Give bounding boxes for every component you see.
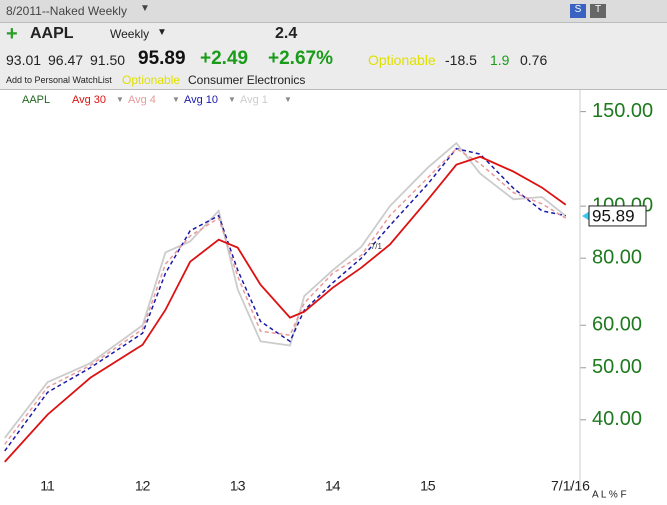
change: +2.49 bbox=[200, 48, 249, 69]
icon[interactable]: T bbox=[590, 4, 606, 18]
y-tick-label: 50.00 bbox=[592, 356, 642, 378]
optionable: Optionable bbox=[368, 52, 436, 68]
series-line bbox=[4, 141, 567, 439]
icon[interactable]: S bbox=[570, 4, 586, 18]
series-line bbox=[4, 147, 566, 452]
symbol[interactable]: AAPL bbox=[30, 25, 74, 42]
footer-buttons[interactable]: A L % F bbox=[592, 490, 627, 501]
title-bar: 8/2011--Naked Weekly ▼ S T bbox=[0, 0, 667, 23]
series-line bbox=[4, 147, 567, 445]
legend-entry: Avg 30 bbox=[72, 94, 106, 106]
window-title[interactable]: 8/2011--Naked Weekly bbox=[6, 4, 127, 18]
y-tick-label: 80.00 bbox=[592, 246, 642, 268]
legend-symbol: AAPL bbox=[22, 94, 50, 106]
legend-entry: Avg 1 bbox=[240, 94, 268, 106]
legend-arrow: ▼ bbox=[284, 95, 292, 104]
quote-row: 93.01 96.47 91.50 95.89 +2.49 +2.67% Opt… bbox=[0, 47, 667, 71]
x-tick-label: 13 bbox=[230, 478, 246, 494]
optionable: Optionable bbox=[122, 73, 181, 87]
period[interactable]: Weekly bbox=[110, 27, 150, 41]
change-pct: +2.67% bbox=[268, 48, 333, 69]
legend-arrow: ▼ bbox=[228, 95, 236, 104]
x-tick-label: 15 bbox=[420, 478, 436, 494]
x-tick-label: 11 bbox=[40, 478, 55, 494]
y-tick-label: 150.00 bbox=[592, 100, 653, 122]
last-price-box bbox=[588, 205, 647, 227]
legend-arrow: ▼ bbox=[116, 95, 124, 104]
legend-entry: Avg 10 bbox=[184, 94, 218, 106]
x-tick-label: 7/1/16 bbox=[551, 478, 590, 494]
chart: A L % F 40.0050.0060.0080.00100.00150.00… bbox=[0, 90, 667, 505]
stat: 0.76 bbox=[520, 52, 548, 68]
y-tick-label: 40.00 bbox=[592, 408, 642, 430]
high: 96.47 bbox=[48, 52, 84, 68]
symbol-row: + AAPL Weekly ▼ 2.4 bbox=[0, 23, 667, 47]
stat: -18.5 bbox=[445, 52, 477, 68]
last: 95.89 bbox=[138, 48, 186, 69]
x-tick-label: 14 bbox=[325, 478, 341, 494]
x-tick-label: 12 bbox=[135, 478, 151, 494]
series-line bbox=[4, 155, 567, 463]
y-tick-label: 60.00 bbox=[592, 314, 642, 336]
low: 91.50 bbox=[90, 52, 126, 68]
info-row: Add to Personal WatchList Optionable Con… bbox=[0, 71, 667, 90]
legend-entry: Avg 4 bbox=[128, 94, 156, 106]
last-price-pointer bbox=[582, 210, 590, 221]
watchlist-link[interactable]: Add to Personal WatchList bbox=[6, 75, 112, 85]
last-price-label: 95.89 bbox=[592, 206, 635, 225]
open: 93.01 bbox=[6, 52, 42, 68]
add-icon[interactable]: + bbox=[6, 23, 18, 45]
stat: 1.9 bbox=[490, 52, 510, 68]
industry: Consumer Electronics bbox=[188, 73, 306, 87]
score: 2.4 bbox=[275, 25, 298, 42]
legend-arrow: ▼ bbox=[172, 95, 180, 104]
annotation: 7/1 bbox=[371, 242, 383, 251]
chart-background bbox=[0, 90, 667, 505]
